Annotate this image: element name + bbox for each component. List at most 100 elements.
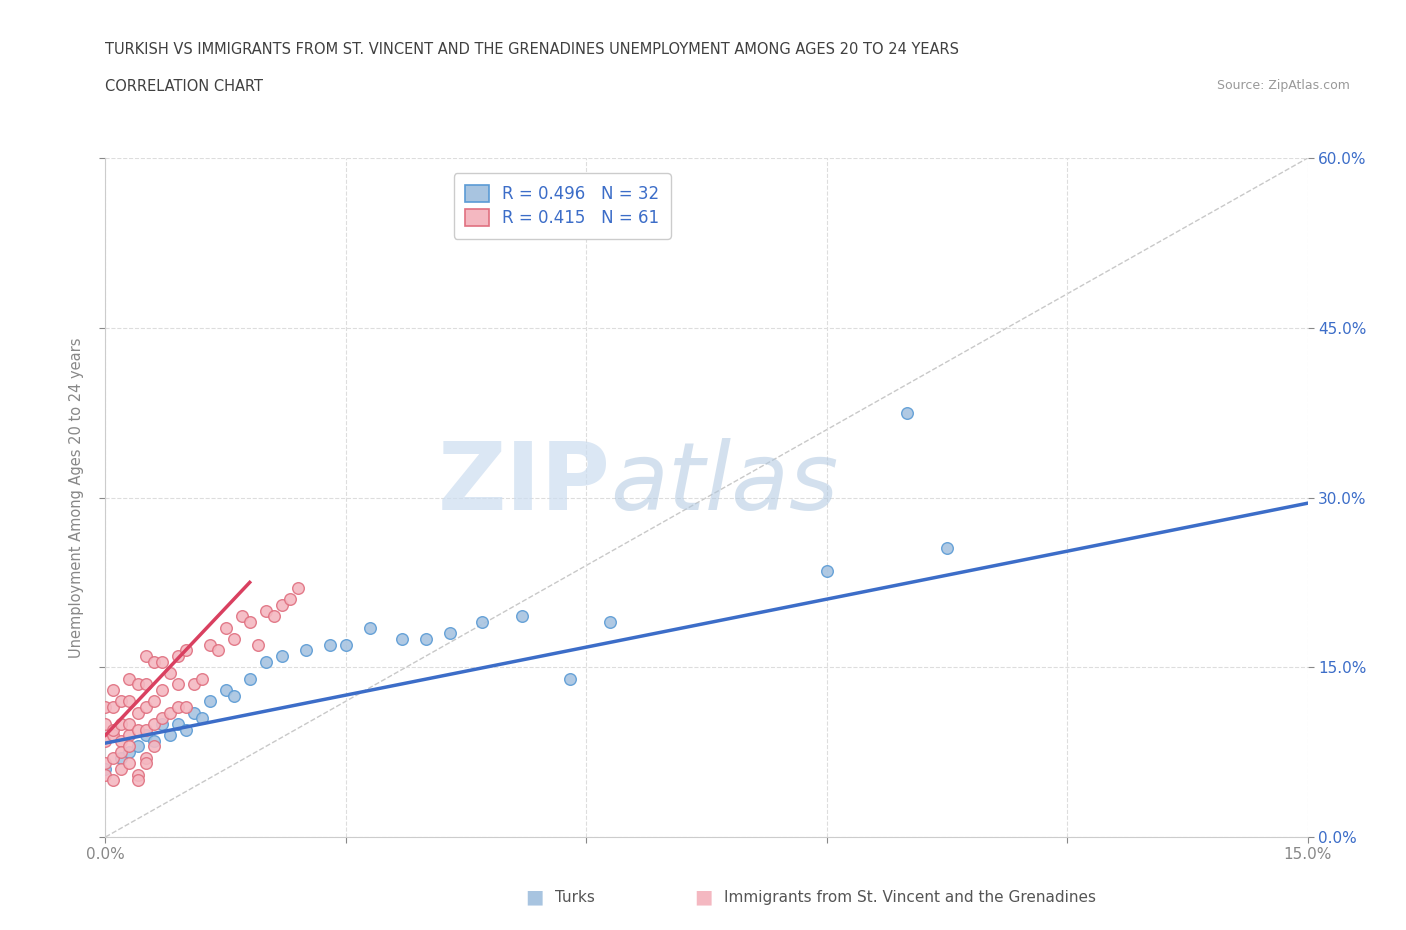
Point	[560, 671, 582, 686]
Text: TURKISH VS IMMIGRANTS FROM ST. VINCENT AND THE GRENADINES UNEMPLOYMENT AMONG AGE: TURKISH VS IMMIGRANTS FROM ST. VINCENT A…	[105, 42, 959, 57]
Point	[510, 609, 533, 624]
Point	[439, 626, 461, 641]
Point	[103, 727, 125, 742]
Text: CORRELATION CHART: CORRELATION CHART	[105, 79, 263, 94]
Point	[150, 654, 173, 669]
Point	[159, 705, 181, 720]
Point	[150, 716, 173, 731]
Point	[159, 666, 181, 681]
Point	[815, 564, 838, 578]
Text: Turks: Turks	[555, 890, 595, 905]
Point	[135, 677, 157, 692]
Point	[270, 648, 292, 663]
Point	[471, 615, 494, 630]
Point	[127, 739, 149, 754]
Point	[222, 631, 245, 646]
Point	[214, 683, 236, 698]
Point	[278, 592, 301, 607]
Point	[118, 694, 141, 709]
Point	[198, 694, 221, 709]
Point	[415, 631, 437, 646]
Point	[135, 756, 157, 771]
Point	[135, 648, 157, 663]
Point	[94, 699, 117, 714]
Point	[103, 683, 125, 698]
Point	[103, 773, 125, 788]
Point	[263, 609, 285, 624]
Point	[287, 580, 309, 595]
Point	[118, 756, 141, 771]
Point	[142, 739, 165, 754]
Point	[110, 694, 132, 709]
Text: atlas: atlas	[610, 438, 838, 529]
Point	[174, 699, 197, 714]
Point	[142, 734, 165, 749]
Point	[295, 643, 318, 658]
Point	[150, 683, 173, 698]
Text: Immigrants from St. Vincent and the Grenadines: Immigrants from St. Vincent and the Gren…	[724, 890, 1097, 905]
Point	[936, 541, 959, 556]
Point	[127, 767, 149, 782]
Point	[166, 677, 188, 692]
Point	[270, 598, 292, 613]
Text: ZIP: ZIP	[437, 438, 610, 530]
Point	[135, 727, 157, 742]
Point	[118, 739, 141, 754]
Point	[103, 699, 125, 714]
Point	[94, 762, 117, 777]
Point	[118, 727, 141, 742]
Point	[222, 688, 245, 703]
Point	[110, 716, 132, 731]
Text: Source: ZipAtlas.com: Source: ZipAtlas.com	[1216, 79, 1350, 92]
Point	[110, 762, 132, 777]
Point	[110, 751, 132, 765]
Point	[142, 654, 165, 669]
Point	[207, 643, 229, 658]
Legend: R = 0.496   N = 32, R = 0.415   N = 61: R = 0.496 N = 32, R = 0.415 N = 61	[454, 173, 671, 239]
Y-axis label: Unemployment Among Ages 20 to 24 years: Unemployment Among Ages 20 to 24 years	[69, 338, 84, 658]
Point	[94, 716, 117, 731]
Point	[174, 643, 197, 658]
Point	[359, 620, 381, 635]
Point	[174, 722, 197, 737]
Point	[239, 615, 262, 630]
Point	[166, 716, 188, 731]
Point	[190, 711, 212, 725]
Point	[254, 604, 277, 618]
Point	[135, 722, 157, 737]
Point	[118, 716, 141, 731]
Point	[166, 648, 188, 663]
Point	[166, 699, 188, 714]
Point	[103, 751, 125, 765]
Point	[335, 637, 357, 652]
Point	[127, 677, 149, 692]
Point	[118, 745, 141, 760]
Point	[159, 727, 181, 742]
Point	[183, 677, 205, 692]
Point	[896, 405, 918, 420]
Point	[190, 671, 212, 686]
Point	[142, 694, 165, 709]
Text: ■: ■	[524, 888, 544, 907]
Point	[142, 716, 165, 731]
Point	[254, 654, 277, 669]
Point	[599, 615, 621, 630]
Point	[127, 722, 149, 737]
Point	[198, 637, 221, 652]
Point	[231, 609, 253, 624]
Point	[183, 705, 205, 720]
Point	[103, 722, 125, 737]
Point	[135, 699, 157, 714]
Point	[110, 745, 132, 760]
Point	[127, 773, 149, 788]
Point	[118, 671, 141, 686]
Point	[246, 637, 269, 652]
Point	[94, 756, 117, 771]
Point	[110, 734, 132, 749]
Point	[239, 671, 262, 686]
Point	[127, 705, 149, 720]
Point	[94, 767, 117, 782]
Point	[214, 620, 236, 635]
Text: ■: ■	[693, 888, 713, 907]
Point	[135, 751, 157, 765]
